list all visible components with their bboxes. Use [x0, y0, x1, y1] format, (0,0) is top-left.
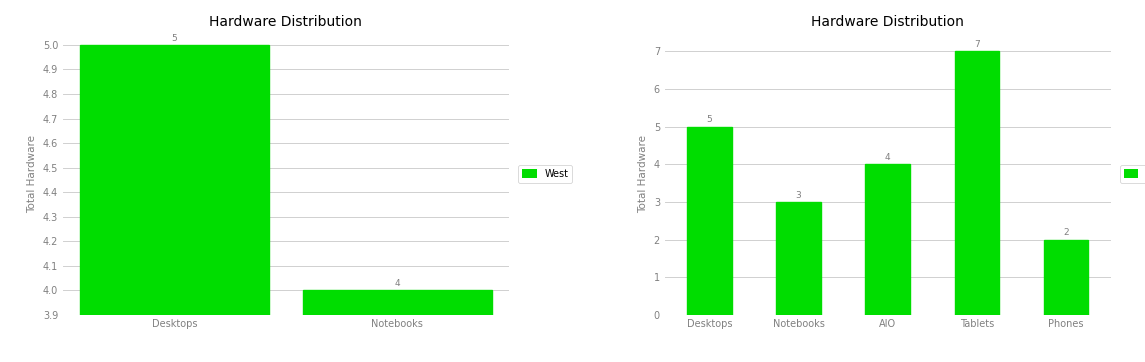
Text: 5: 5	[706, 115, 712, 125]
Bar	[866, 164, 910, 315]
Bar	[302, 290, 492, 362]
Bar	[687, 127, 732, 315]
Y-axis label: Total Hardware: Total Hardware	[638, 135, 648, 213]
Text: 5: 5	[172, 34, 177, 43]
Legend: West: West	[519, 165, 572, 183]
Y-axis label: Total Hardware: Total Hardware	[27, 135, 37, 213]
Bar	[1044, 240, 1089, 315]
Bar	[955, 51, 1000, 315]
Text: 3: 3	[796, 191, 802, 200]
Text: 7: 7	[974, 40, 980, 49]
Legend: West: West	[1120, 165, 1145, 183]
Title: Hardware Distribution: Hardware Distribution	[812, 14, 964, 29]
Text: 4: 4	[885, 153, 891, 162]
Bar	[776, 202, 821, 315]
Text: 2: 2	[1064, 228, 1069, 237]
Text: 4: 4	[395, 279, 400, 288]
Title: Hardware Distribution: Hardware Distribution	[210, 14, 362, 29]
Bar	[80, 45, 269, 362]
